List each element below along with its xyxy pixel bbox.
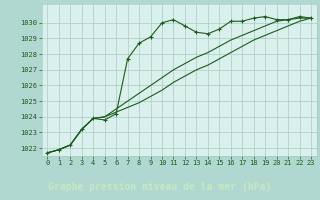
Text: Graphe pression niveau de la mer (hPa): Graphe pression niveau de la mer (hPa) <box>48 182 272 192</box>
